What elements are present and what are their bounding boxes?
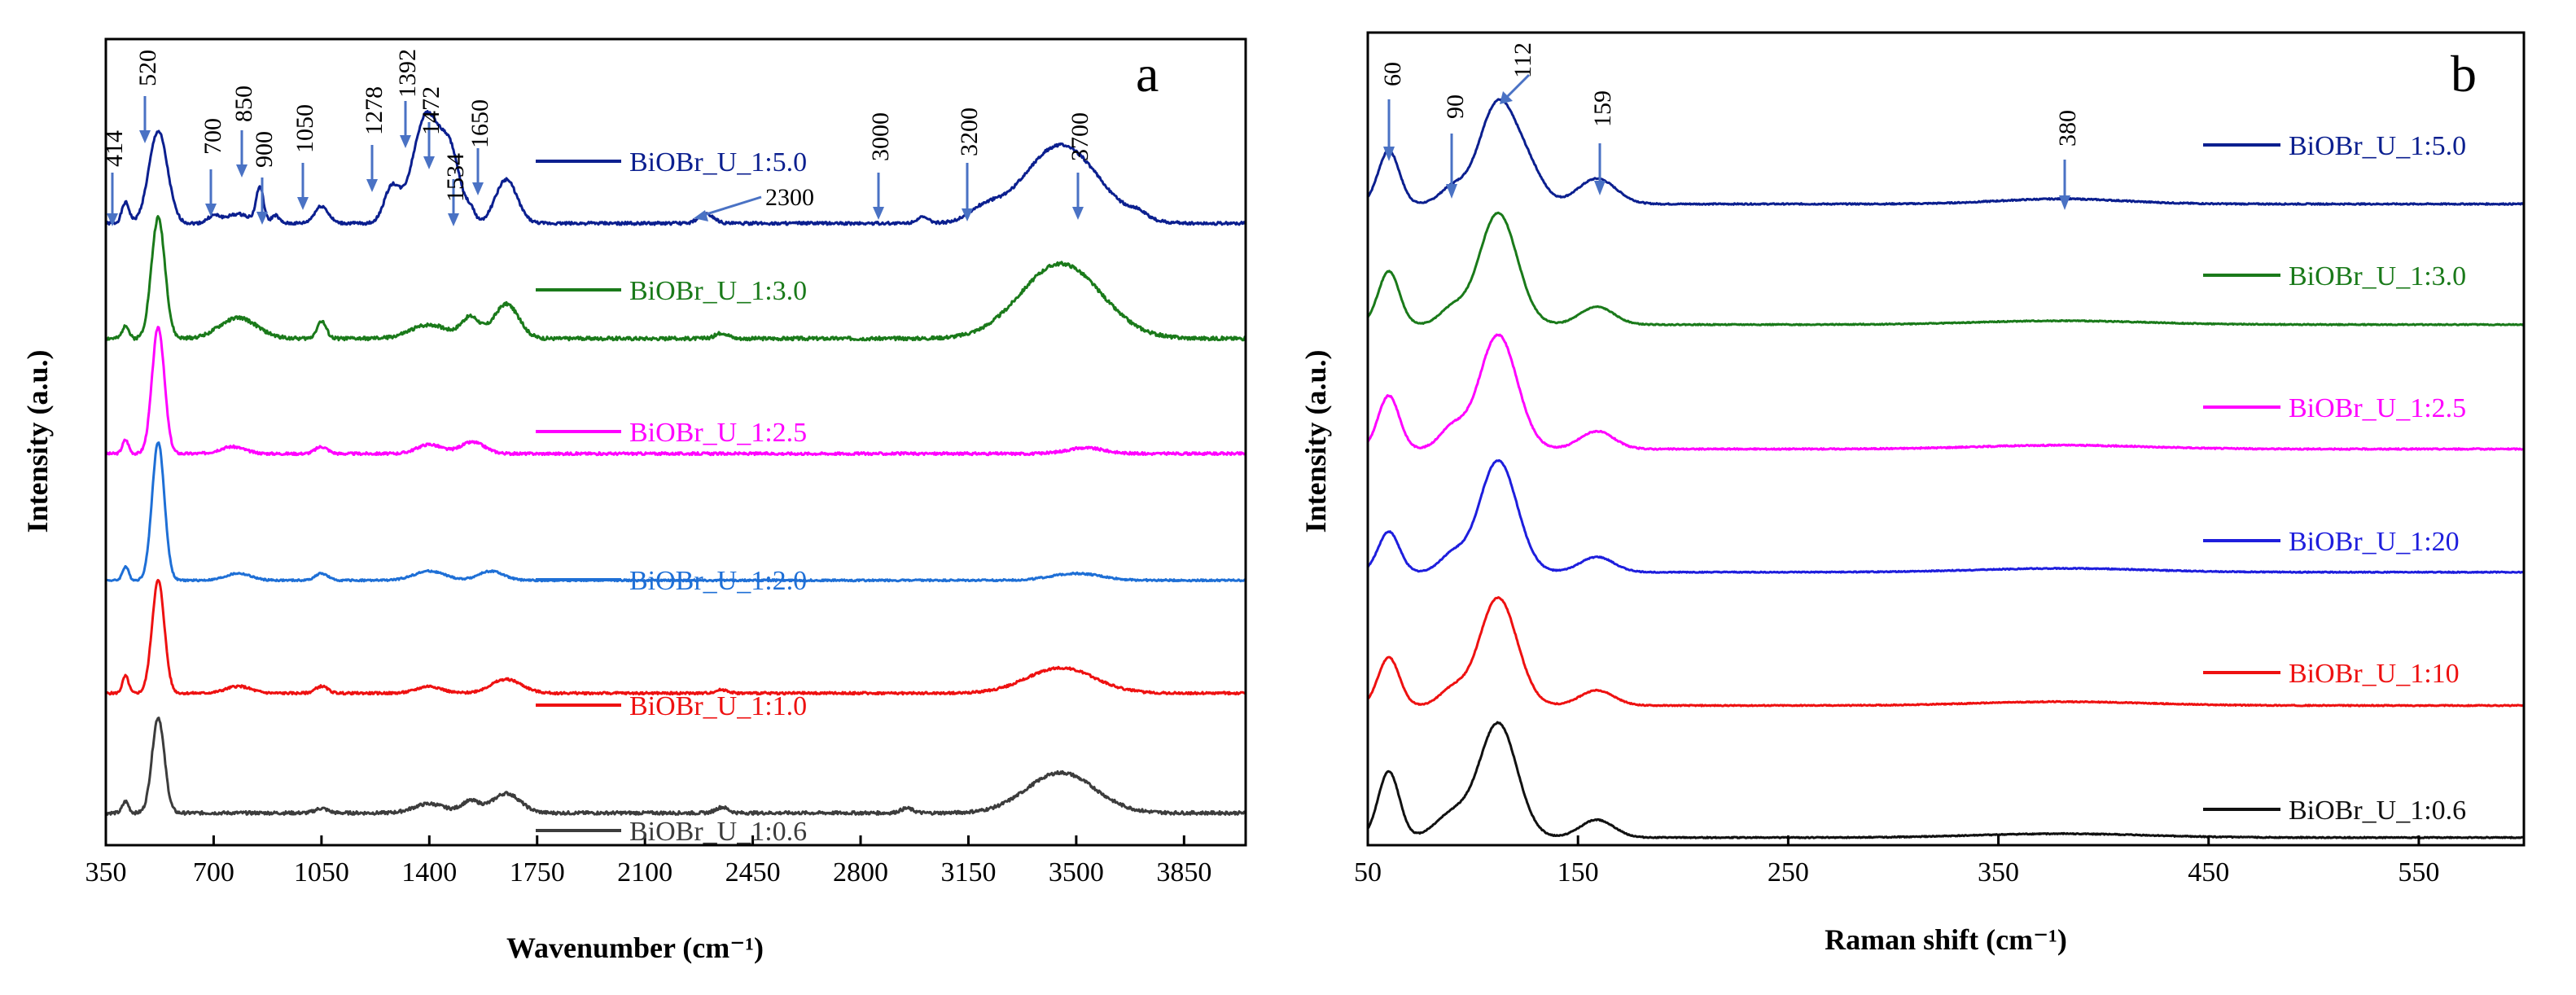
annotation-1050-label: 1050	[291, 104, 318, 153]
annotation-1534-label: 1534	[442, 153, 469, 202]
panel-a-frame	[104, 37, 1247, 847]
panel-a-legend-label-BiOBr_U_1:0.6: BiOBr_U_1:0.6	[629, 817, 807, 847]
panel-b-legend-label-BiOBr_U_1:20: BiOBr_U_1:20	[2289, 527, 2460, 557]
panel-a-letter: a	[1136, 45, 1159, 103]
annotation-159: 159	[1589, 90, 1616, 195]
panel-b-series-BiOBr_U_1:2.5	[1366, 333, 2525, 451]
panel-b-xtick-label-50: 50	[1354, 857, 1382, 888]
annotation-520: 520	[134, 50, 161, 143]
panel-b: 50 150 250 350 450 550 b Raman shift (cm⁻¹) I…	[1299, 31, 2526, 956]
annotation-1534: 1534	[442, 153, 469, 226]
annotation-1050: 1050	[291, 104, 318, 210]
panel-b-annotations: 60 90 112 159 380	[1379, 42, 2081, 210]
annotation-90-label: 90	[1442, 94, 1469, 119]
annotation-414: 414	[101, 130, 128, 226]
panel-a-xlabel: Wavenumber (cm⁻¹)	[506, 931, 764, 964]
panel-a-xtick-label-1050: 1050	[294, 857, 349, 888]
panel-a-annotations: 414 520 700 850 900 1050	[101, 49, 1093, 226]
annotation-2300: 2300	[694, 184, 814, 221]
annotation-60-label: 60	[1379, 62, 1406, 86]
annotation-380: 380	[2054, 110, 2081, 210]
panel-b-legend-label-BiOBr_U_1:2.5: BiOBr_U_1:2.5	[2289, 393, 2466, 423]
panel-a-legend-label-BiOBr_U_1:5.0: BiOBr_U_1:5.0	[629, 147, 807, 178]
annotation-1278-label: 1278	[361, 86, 388, 135]
annotation-414-label: 414	[101, 130, 128, 167]
annotation-159-label: 159	[1589, 90, 1616, 127]
annotation-1472-label: 1472	[418, 86, 445, 135]
annotation-3700: 3700	[1067, 112, 1093, 220]
panel-b-frame	[1366, 31, 2526, 847]
annotation-850-label: 850	[230, 85, 257, 122]
panel-a-xtick-label-2100: 2100	[617, 857, 672, 888]
panel-a-legend-label-BiOBr_U_1:2.0: BiOBr_U_1:2.0	[629, 566, 807, 596]
panel-a-legend-label-BiOBr_U_1:1.0: BiOBr_U_1:1.0	[629, 691, 807, 721]
panel-b-xlabel: Raman shift (cm⁻¹)	[1825, 923, 2067, 956]
panel-a-series-BiOBr_U_1:2.0	[104, 441, 1246, 583]
annotation-112-label: 112	[1509, 42, 1536, 78]
panel-a-xtick-label-3850: 3850	[1156, 857, 1211, 888]
panel-b-legend-label-BiOBr_U_1:5.0: BiOBr_U_1:5.0	[2289, 131, 2466, 161]
panel-a-legend-label-BiOBr_U_1:2.5: BiOBr_U_1:2.5	[629, 418, 807, 448]
annotation-3000-label: 3000	[867, 112, 894, 161]
annotation-2300-label: 2300	[765, 184, 814, 211]
annotation-60: 60	[1379, 62, 1406, 161]
panel-b-legend-label-BiOBr_U_1:3.0: BiOBr_U_1:3.0	[2289, 261, 2466, 291]
panel-a-xtick-label-1750: 1750	[510, 857, 565, 888]
panel-a-series-BiOBr_U_1:1.0	[104, 578, 1246, 696]
annotation-3000: 3000	[867, 112, 894, 220]
annotation-380-label: 380	[2054, 110, 2081, 147]
annotation-700-label: 700	[199, 118, 226, 155]
panel-b-xtick-label-250: 250	[1768, 857, 1809, 888]
annotation-1278: 1278	[361, 86, 388, 192]
annotation-1650: 1650	[467, 99, 493, 195]
panel-a-series-BiOBr_U_1:3.0	[104, 215, 1246, 342]
annotation-900-label: 900	[251, 131, 278, 168]
annotation-3200-label: 3200	[956, 107, 983, 156]
annotation-700: 700	[199, 118, 226, 217]
annotation-850: 850	[230, 85, 257, 178]
panel-b-series-BiOBr_U_1:3.0	[1366, 211, 2525, 327]
panel-b-xtick-label-150: 150	[1557, 857, 1599, 888]
panel-a-xtick-label-3150: 3150	[940, 857, 996, 888]
panel-b-series-BiOBr_U_1:0.6	[1366, 721, 2525, 839]
annotation-3200: 3200	[956, 107, 983, 221]
panel-b-series-BiOBr_U_1:5.0	[1367, 98, 2525, 206]
panel-b-ylabel: Intensity (a.u.)	[1299, 349, 1332, 533]
annotation-90: 90	[1442, 94, 1469, 199]
panel-a-series-BiOBr_U_1:0.6	[104, 717, 1246, 816]
panel-a-series-BiOBr_U_1:2.5	[104, 326, 1246, 457]
annotation-1392-label: 1392	[394, 49, 421, 98]
panel-a-xtick-label-3500: 3500	[1049, 857, 1104, 888]
panel-a-series-BiOBr_U_1:5.0	[105, 110, 1246, 226]
annotation-1392: 1392	[394, 49, 421, 148]
panel-b-series-BiOBr_U_1:10	[1367, 596, 2525, 708]
panel-a-ylabel: Intensity (a.u.)	[21, 349, 54, 533]
panel-b-xtick-label-350: 350	[1978, 857, 2019, 888]
panel-a-xtick-label-1400: 1400	[401, 857, 457, 888]
panel-a-xtick-label-2450: 2450	[725, 857, 781, 888]
annotation-1472: 1472	[418, 86, 445, 169]
panel-b-legend-label-BiOBr_U_1:10: BiOBr_U_1:10	[2289, 659, 2460, 689]
annotation-900: 900	[251, 131, 278, 225]
panel-b-xtick-label-450: 450	[2188, 857, 2229, 888]
panel-a: 350 700 1050 1400 1750 2100 2450 2800 3150 3500 38…	[21, 37, 1247, 964]
annotation-112: 112	[1500, 42, 1536, 104]
panel-a-legend-label-BiOBr_U_1:3.0: BiOBr_U_1:3.0	[629, 276, 807, 306]
panel-b-legend-label-BiOBr_U_1:0.6: BiOBr_U_1:0.6	[2289, 796, 2466, 826]
panel-b-letter: b	[2451, 45, 2477, 103]
annotation-1650-label: 1650	[467, 99, 493, 148]
annotation-3700-label: 3700	[1067, 112, 1093, 161]
panel-a-xtick-label-700: 700	[193, 857, 234, 888]
panel-a-xtick-label-2800: 2800	[833, 857, 888, 888]
annotation-520-label: 520	[134, 50, 161, 86]
panel-a-xtick-label-350: 350	[85, 857, 127, 888]
panel-b-series-BiOBr_U_1:20	[1366, 458, 2525, 574]
panel-b-xtick-label-550: 550	[2398, 857, 2439, 888]
